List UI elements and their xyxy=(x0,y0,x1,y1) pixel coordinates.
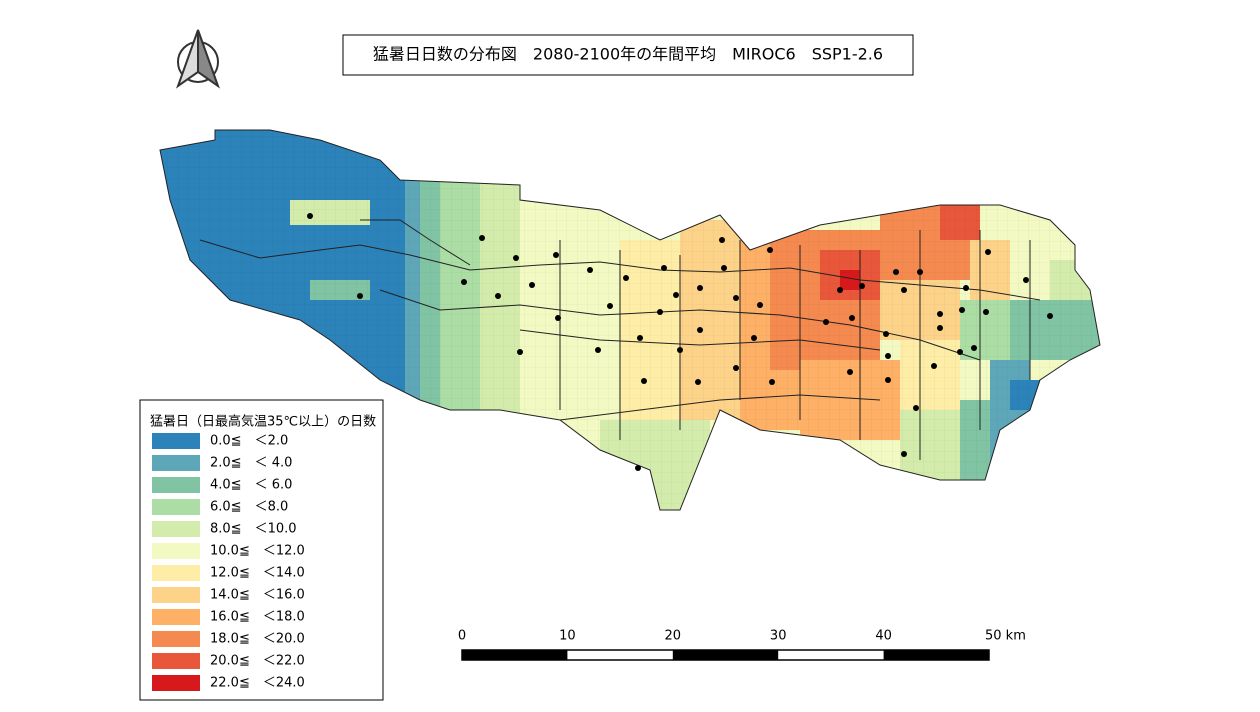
title-box xyxy=(342,34,914,76)
legend-swatch xyxy=(152,565,200,581)
legend-swatch xyxy=(152,587,200,603)
legend-swatch xyxy=(152,499,200,515)
legend-label: 14.0≦ ＜16.0 xyxy=(210,588,305,603)
legend-swatch xyxy=(152,631,200,647)
scale-label: 30 xyxy=(770,629,787,644)
legend-title: 猛暑日（日最高気温35℃以上）の日数 xyxy=(150,414,376,430)
map-title: 猛暑日日数の分布図 2080-2100年の年間平均 MIROC6 SSP1-2.… xyxy=(373,45,883,64)
legend-label: 4.0≦ ＜ 6.0 xyxy=(210,478,292,493)
boundaries xyxy=(159,129,1101,511)
scale-label: 50 km xyxy=(985,629,1026,644)
legend-label: 12.0≦ ＜14.0 xyxy=(210,566,305,581)
legend-swatch xyxy=(152,543,200,559)
scale-bar: 0 10 20 30 40 50 km xyxy=(458,629,1026,661)
scale-label: 20 xyxy=(665,629,682,644)
legend-label: 0.0≦ ＜2.0 xyxy=(210,434,288,449)
legend-swatch xyxy=(152,521,200,537)
city-points xyxy=(307,213,1053,471)
legend-label: 22.0≦ ＜24.0 xyxy=(210,676,305,691)
scale-label: 40 xyxy=(875,629,892,644)
legend-swatch xyxy=(152,433,200,449)
legend-swatch xyxy=(152,455,200,471)
legend-swatch xyxy=(152,675,200,691)
scale-label: 10 xyxy=(559,629,576,644)
legend-swatch xyxy=(152,477,200,493)
north-arrow xyxy=(176,29,220,89)
legend-label: 10.0≦ ＜12.0 xyxy=(210,544,305,559)
legend-label: 16.0≦ ＜18.0 xyxy=(210,610,305,625)
legend-label: 2.0≦ ＜ 4.0 xyxy=(210,456,292,471)
legend-label: 6.0≦ ＜8.0 xyxy=(210,500,288,515)
legend-label: 18.0≦ ＜20.0 xyxy=(210,632,305,647)
legend-label: 8.0≦ ＜10.0 xyxy=(210,522,297,537)
legend-swatch xyxy=(152,653,200,669)
legend-swatch xyxy=(152,609,200,625)
scale-label: 0 xyxy=(458,629,466,644)
legend-label: 20.0≦ ＜22.0 xyxy=(210,654,305,669)
